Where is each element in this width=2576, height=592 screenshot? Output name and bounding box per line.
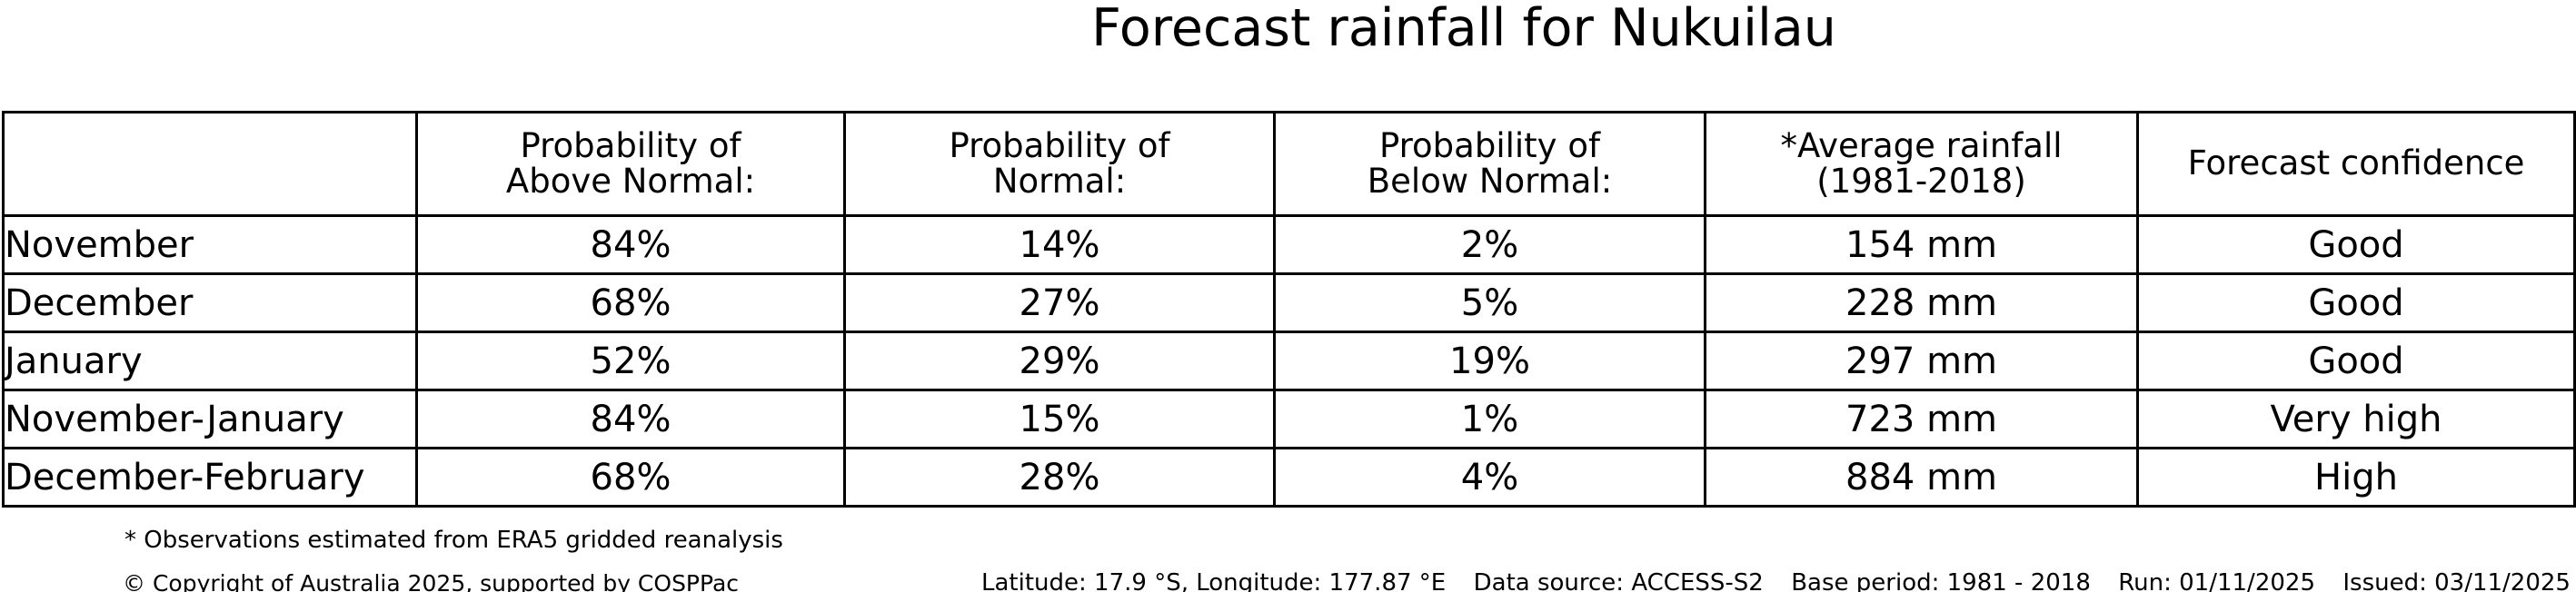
- footer-base-period: Base period: 1981 - 2018: [1791, 569, 2091, 592]
- cell-prob-below: 2%: [1273, 214, 1706, 275]
- cell-prob-normal: 15%: [843, 389, 1276, 449]
- cell-prob-below: 4%: [1273, 447, 1706, 508]
- corner-cell: [2, 111, 418, 217]
- table-row-november-january: November-January 84% 15% 1% 723 mm Very …: [2, 389, 2576, 449]
- footer-issued-date: Issued: 03/11/2025: [2342, 569, 2571, 592]
- cell-prob-normal: 14%: [843, 214, 1276, 275]
- col-header-prob-below-normal: Probability of Below Normal:: [1273, 111, 1706, 217]
- cell-prob-above: 84%: [415, 214, 846, 275]
- row-label: January: [2, 331, 418, 391]
- footer-run-date: Run: 01/11/2025: [2118, 569, 2315, 592]
- cell-average-rainfall: 154 mm: [1704, 214, 2139, 275]
- table-row-december: December 68% 27% 5% 228 mm Good: [2, 272, 2576, 333]
- table-row-november: November 84% 14% 2% 154 mm Good: [2, 214, 2576, 275]
- footer-location: Latitude: 17.9 °S, Longitude: 177.87 °E: [981, 569, 1447, 592]
- cell-prob-below: 19%: [1273, 331, 1706, 391]
- cell-prob-below: 1%: [1273, 389, 1706, 449]
- cell-prob-above: 68%: [415, 272, 846, 333]
- copyright-text: © Copyright of Australia 2025, supported…: [123, 570, 740, 592]
- table-row-december-february: December-February 68% 28% 4% 884 mm High: [2, 447, 2576, 508]
- cell-confidence: Very high: [2136, 389, 2576, 449]
- cell-average-rainfall: 228 mm: [1704, 272, 2139, 333]
- forecast-table: Probability of Above Normal: Probability…: [2, 111, 2576, 508]
- cell-average-rainfall: 884 mm: [1704, 447, 2139, 508]
- cell-prob-normal: 28%: [843, 447, 1276, 508]
- footnote-era5: * Observations estimated from ERA5 gridd…: [124, 527, 783, 554]
- col-header-prob-above-normal: Probability of Above Normal:: [415, 111, 846, 217]
- cell-prob-normal: 27%: [843, 272, 1276, 333]
- cell-prob-above: 52%: [415, 331, 846, 391]
- row-label: November-January: [2, 389, 418, 449]
- col-header-average-rainfall: *Average rainfall (1981-2018): [1704, 111, 2139, 217]
- row-label: November: [2, 214, 418, 275]
- col-header-prob-normal: Probability of Normal:: [843, 111, 1276, 217]
- cell-average-rainfall: 723 mm: [1704, 389, 2139, 449]
- cell-prob-above: 68%: [415, 447, 846, 508]
- cell-confidence: High: [2136, 447, 2576, 508]
- cell-prob-above: 84%: [415, 389, 846, 449]
- cell-confidence: Good: [2136, 331, 2576, 391]
- footer-info-bar: Latitude: 17.9 °S, Longitude: 177.87 °E …: [981, 569, 2571, 592]
- cell-average-rainfall: 297 mm: [1704, 331, 2139, 391]
- cell-confidence: Good: [2136, 214, 2576, 275]
- cell-prob-normal: 29%: [843, 331, 1276, 391]
- row-label: December: [2, 272, 418, 333]
- table-header-row: Probability of Above Normal: Probability…: [2, 111, 2576, 217]
- page-title: Forecast rainfall for Nukuilau: [1091, 0, 1836, 58]
- col-header-forecast-confidence: Forecast confidence: [2136, 111, 2576, 217]
- footer-data-source: Data source: ACCESS-S2: [1473, 569, 1764, 592]
- row-label: December-February: [2, 447, 418, 508]
- cell-confidence: Good: [2136, 272, 2576, 333]
- cell-prob-below: 5%: [1273, 272, 1706, 333]
- table-row-january: January 52% 29% 19% 297 mm Good: [2, 331, 2576, 391]
